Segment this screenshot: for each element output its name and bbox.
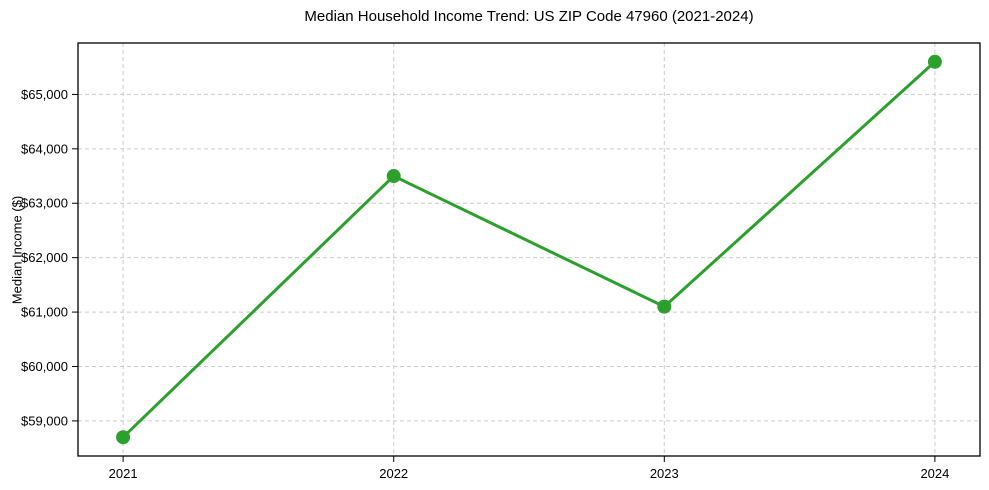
data-point: [116, 430, 131, 445]
chart-title: Median Household Income Trend: US ZIP Co…: [304, 8, 754, 25]
y-tick-label: $61,000: [21, 305, 68, 320]
y-tick-label: $59,000: [21, 413, 68, 428]
x-tick-label: 2024: [920, 466, 949, 481]
data-point: [657, 299, 672, 314]
data-line: [121, 60, 937, 439]
y-tick-label: $62,000: [21, 250, 68, 265]
plot-border: [77, 42, 981, 457]
y-tick-label: $65,000: [21, 87, 68, 102]
y-tick-label: $60,000: [21, 359, 68, 374]
x-tick-label: 2021: [109, 466, 138, 481]
y-tick-label: $63,000: [21, 196, 68, 211]
x-tick-label: 2022: [379, 466, 408, 481]
data-point: [386, 169, 401, 184]
x-tick-label: 2023: [650, 466, 679, 481]
y-tick-label: $64,000: [21, 141, 68, 156]
data-point: [927, 54, 942, 69]
